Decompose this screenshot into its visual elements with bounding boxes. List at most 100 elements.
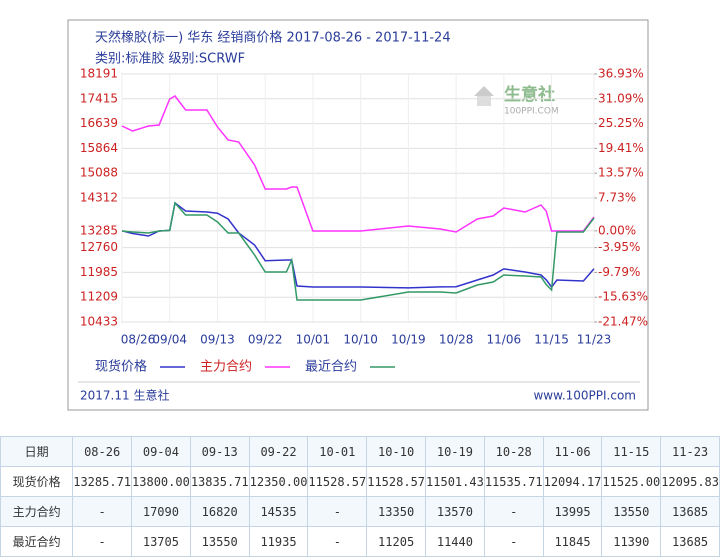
x-tick-label: 10/19	[391, 333, 426, 347]
table-cell: 13685	[660, 496, 720, 527]
x-tick-label: 10/10	[343, 333, 378, 347]
table-cell: 11-23	[660, 436, 720, 467]
table-cell: 10-01	[307, 436, 368, 467]
table-cell: 13550	[189, 526, 250, 557]
y2-tick-label: 31.09%	[598, 91, 644, 105]
table-cell: 11535.71	[483, 466, 544, 497]
y-tick-label: 12760	[80, 240, 118, 254]
table-cell: 12094.17	[542, 466, 603, 497]
table-cell: 13995	[542, 496, 603, 527]
table-cell: 10-28	[483, 436, 544, 467]
table-cell: 13570	[425, 496, 485, 527]
y2-tick-label: -21.47%	[598, 315, 648, 329]
table-cell: 10-19	[425, 436, 485, 467]
table-cell: 11528.57	[366, 466, 427, 497]
table-cell: 14535	[248, 496, 309, 527]
x-tick-label: 11/23	[577, 333, 612, 347]
table-cell: 11935	[248, 526, 309, 557]
series-line	[121, 201, 595, 301]
y2-tick-label: 0.00%	[598, 223, 636, 237]
table-cell: -	[483, 526, 544, 557]
x-tick-label: 09/22	[248, 333, 283, 347]
x-tick-label: 11/15	[534, 333, 569, 347]
data-table: 日期 08-26 09-04 09-13 09-22 10-01 10-10 10-19 10-…	[0, 436, 720, 557]
table-cell: 08-26	[72, 436, 133, 467]
table-cell: 09-22	[248, 436, 309, 467]
watermark-sub: 100PPI.COM	[504, 107, 559, 117]
y-tick-label: 17415	[80, 91, 118, 105]
table-cell: -	[72, 496, 133, 527]
chart-title: 天然橡胶(标一) 华东 经销商价格 2017-08-26 - 2017-11-2…	[95, 30, 451, 46]
chart-subtitle: 类别:标准胶 级别:SCRWF	[95, 51, 245, 67]
table-cell: 09-04	[131, 436, 191, 467]
table-cell: 最近合约	[0, 526, 74, 557]
table-cell: 12350.00	[248, 466, 309, 497]
x-tick-label: 09/13	[200, 333, 235, 347]
table-row: 主力合约 -17090 16820 14535-13350 13570-13995 135…	[0, 496, 720, 527]
table-cell: 13285.71	[72, 466, 133, 497]
y-tick-label: 11985	[80, 265, 118, 279]
table-cell: 11-15	[601, 436, 662, 467]
table-cell: 现货价格	[0, 466, 74, 497]
table-cell: 10-10	[366, 436, 427, 467]
legend-label: 主力合约	[200, 360, 252, 375]
x-tick-label: 08/26	[121, 333, 156, 347]
y2-tick-label: 25.25%	[598, 116, 644, 130]
y2-tick-label: -9.79%	[598, 265, 640, 279]
watermark-icon	[474, 86, 494, 96]
x-tick-label: 09/04	[152, 333, 187, 347]
legend-label: 现货价格	[95, 359, 147, 375]
table-row: 日期 08-26 09-04 09-13 09-22 10-01 10-10 10-19 10-…	[0, 436, 720, 467]
table-cell: 11205	[366, 526, 427, 557]
table-cell: 11440	[425, 526, 485, 557]
table-cell: -	[72, 526, 133, 557]
watermark: 生意社 100PPI.COM	[474, 84, 559, 117]
table-cell: -	[483, 496, 544, 527]
table-cell: 09-13	[189, 436, 250, 467]
chart: 天然橡胶(标一) 华东 经销商价格 2017-08-26 - 2017-11-2…	[67, 19, 649, 411]
table-cell: 11528.57	[307, 466, 368, 497]
y-tick-label: 15088	[80, 166, 118, 180]
table-cell: 11525.00	[601, 466, 662, 497]
y-tick-label: 14312	[80, 191, 118, 205]
table-cell: 13350	[366, 496, 427, 527]
table-cell: 13550	[601, 496, 662, 527]
y-tick-label: 13285	[80, 223, 118, 237]
table-cell: 17090	[131, 496, 191, 527]
y-tick-label: 18191	[80, 67, 118, 81]
table-cell: -	[307, 496, 368, 527]
y2-tick-label: 13.57%	[598, 166, 644, 180]
series-line	[121, 95, 595, 233]
table-cell: 11-06	[542, 436, 603, 467]
watermark-text: 生意社	[504, 84, 555, 105]
watermark-icon	[477, 96, 491, 106]
table-row: 最近合约 -13705 13550 11935-11205 11440-11845 113…	[0, 526, 720, 557]
legend-label: 最近合约	[305, 360, 357, 375]
table-cell: 11501.43	[425, 466, 485, 497]
table-cell: 16820	[189, 496, 250, 527]
y2-tick-label: 36.93%	[598, 67, 644, 81]
y2-tick-label: 7.73%	[598, 191, 636, 205]
y2-tick-label: -15.63%	[598, 290, 648, 304]
table-cell: 13800.00	[131, 466, 191, 497]
x-tick-label: 10/28	[439, 333, 474, 347]
table-cell: 13685	[660, 526, 720, 557]
table-cell: 11390	[601, 526, 662, 557]
table-cell: 11845	[542, 526, 603, 557]
x-tick-label: 10/01	[296, 333, 331, 347]
x-tick-label: 11/06	[487, 333, 522, 347]
y2-tick-label: 19.41%	[598, 141, 644, 155]
table-cell: 13705	[131, 526, 191, 557]
table-cell: 主力合约	[0, 496, 74, 527]
y-tick-label: 15864	[80, 141, 118, 155]
table-cell: -	[307, 526, 368, 557]
y2-tick-label: -3.95%	[598, 240, 640, 254]
table-cell: 12095.83	[660, 466, 720, 497]
footer-left: 2017.11 生意社	[80, 388, 169, 403]
table-cell: 日期	[0, 436, 74, 467]
y-tick-label: 11209	[80, 290, 118, 304]
y-tick-label: 10433	[80, 315, 118, 329]
y-tick-label: 16639	[80, 116, 118, 130]
footer-right: www.100PPI.com	[533, 389, 636, 403]
